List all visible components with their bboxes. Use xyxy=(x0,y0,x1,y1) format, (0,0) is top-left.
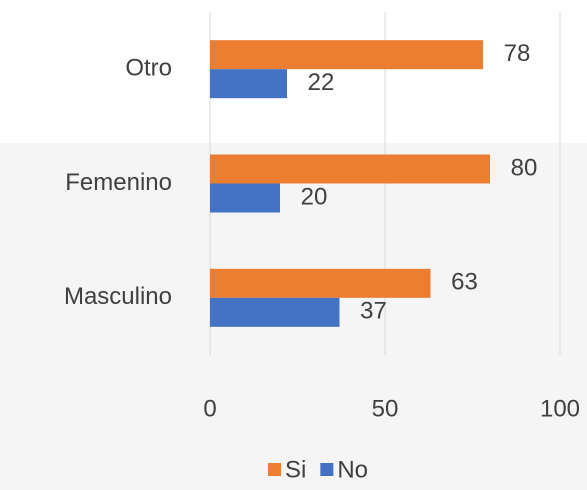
data-label: 20 xyxy=(301,183,328,210)
legend-label: No xyxy=(337,456,368,483)
bar xyxy=(210,40,483,70)
bar xyxy=(210,268,431,298)
x-tick-label: 50 xyxy=(372,395,399,422)
data-label: 37 xyxy=(360,298,387,325)
data-label: 22 xyxy=(308,69,335,96)
bar xyxy=(210,183,280,213)
x-tick-label: 0 xyxy=(203,395,216,422)
data-label: 63 xyxy=(451,269,478,296)
bar xyxy=(210,69,287,99)
bar xyxy=(210,154,490,184)
legend-label: Si xyxy=(285,456,306,483)
bar xyxy=(210,297,340,327)
x-tick-label: 100 xyxy=(540,395,580,422)
y-tick-label: Femenino xyxy=(65,169,172,196)
y-tick-label: Otro xyxy=(125,55,172,82)
legend-swatch xyxy=(320,463,334,476)
data-label: 80 xyxy=(511,154,538,181)
y-tick-label: Masculino xyxy=(64,283,172,310)
data-label: 78 xyxy=(504,40,531,67)
legend-swatch xyxy=(268,463,281,476)
